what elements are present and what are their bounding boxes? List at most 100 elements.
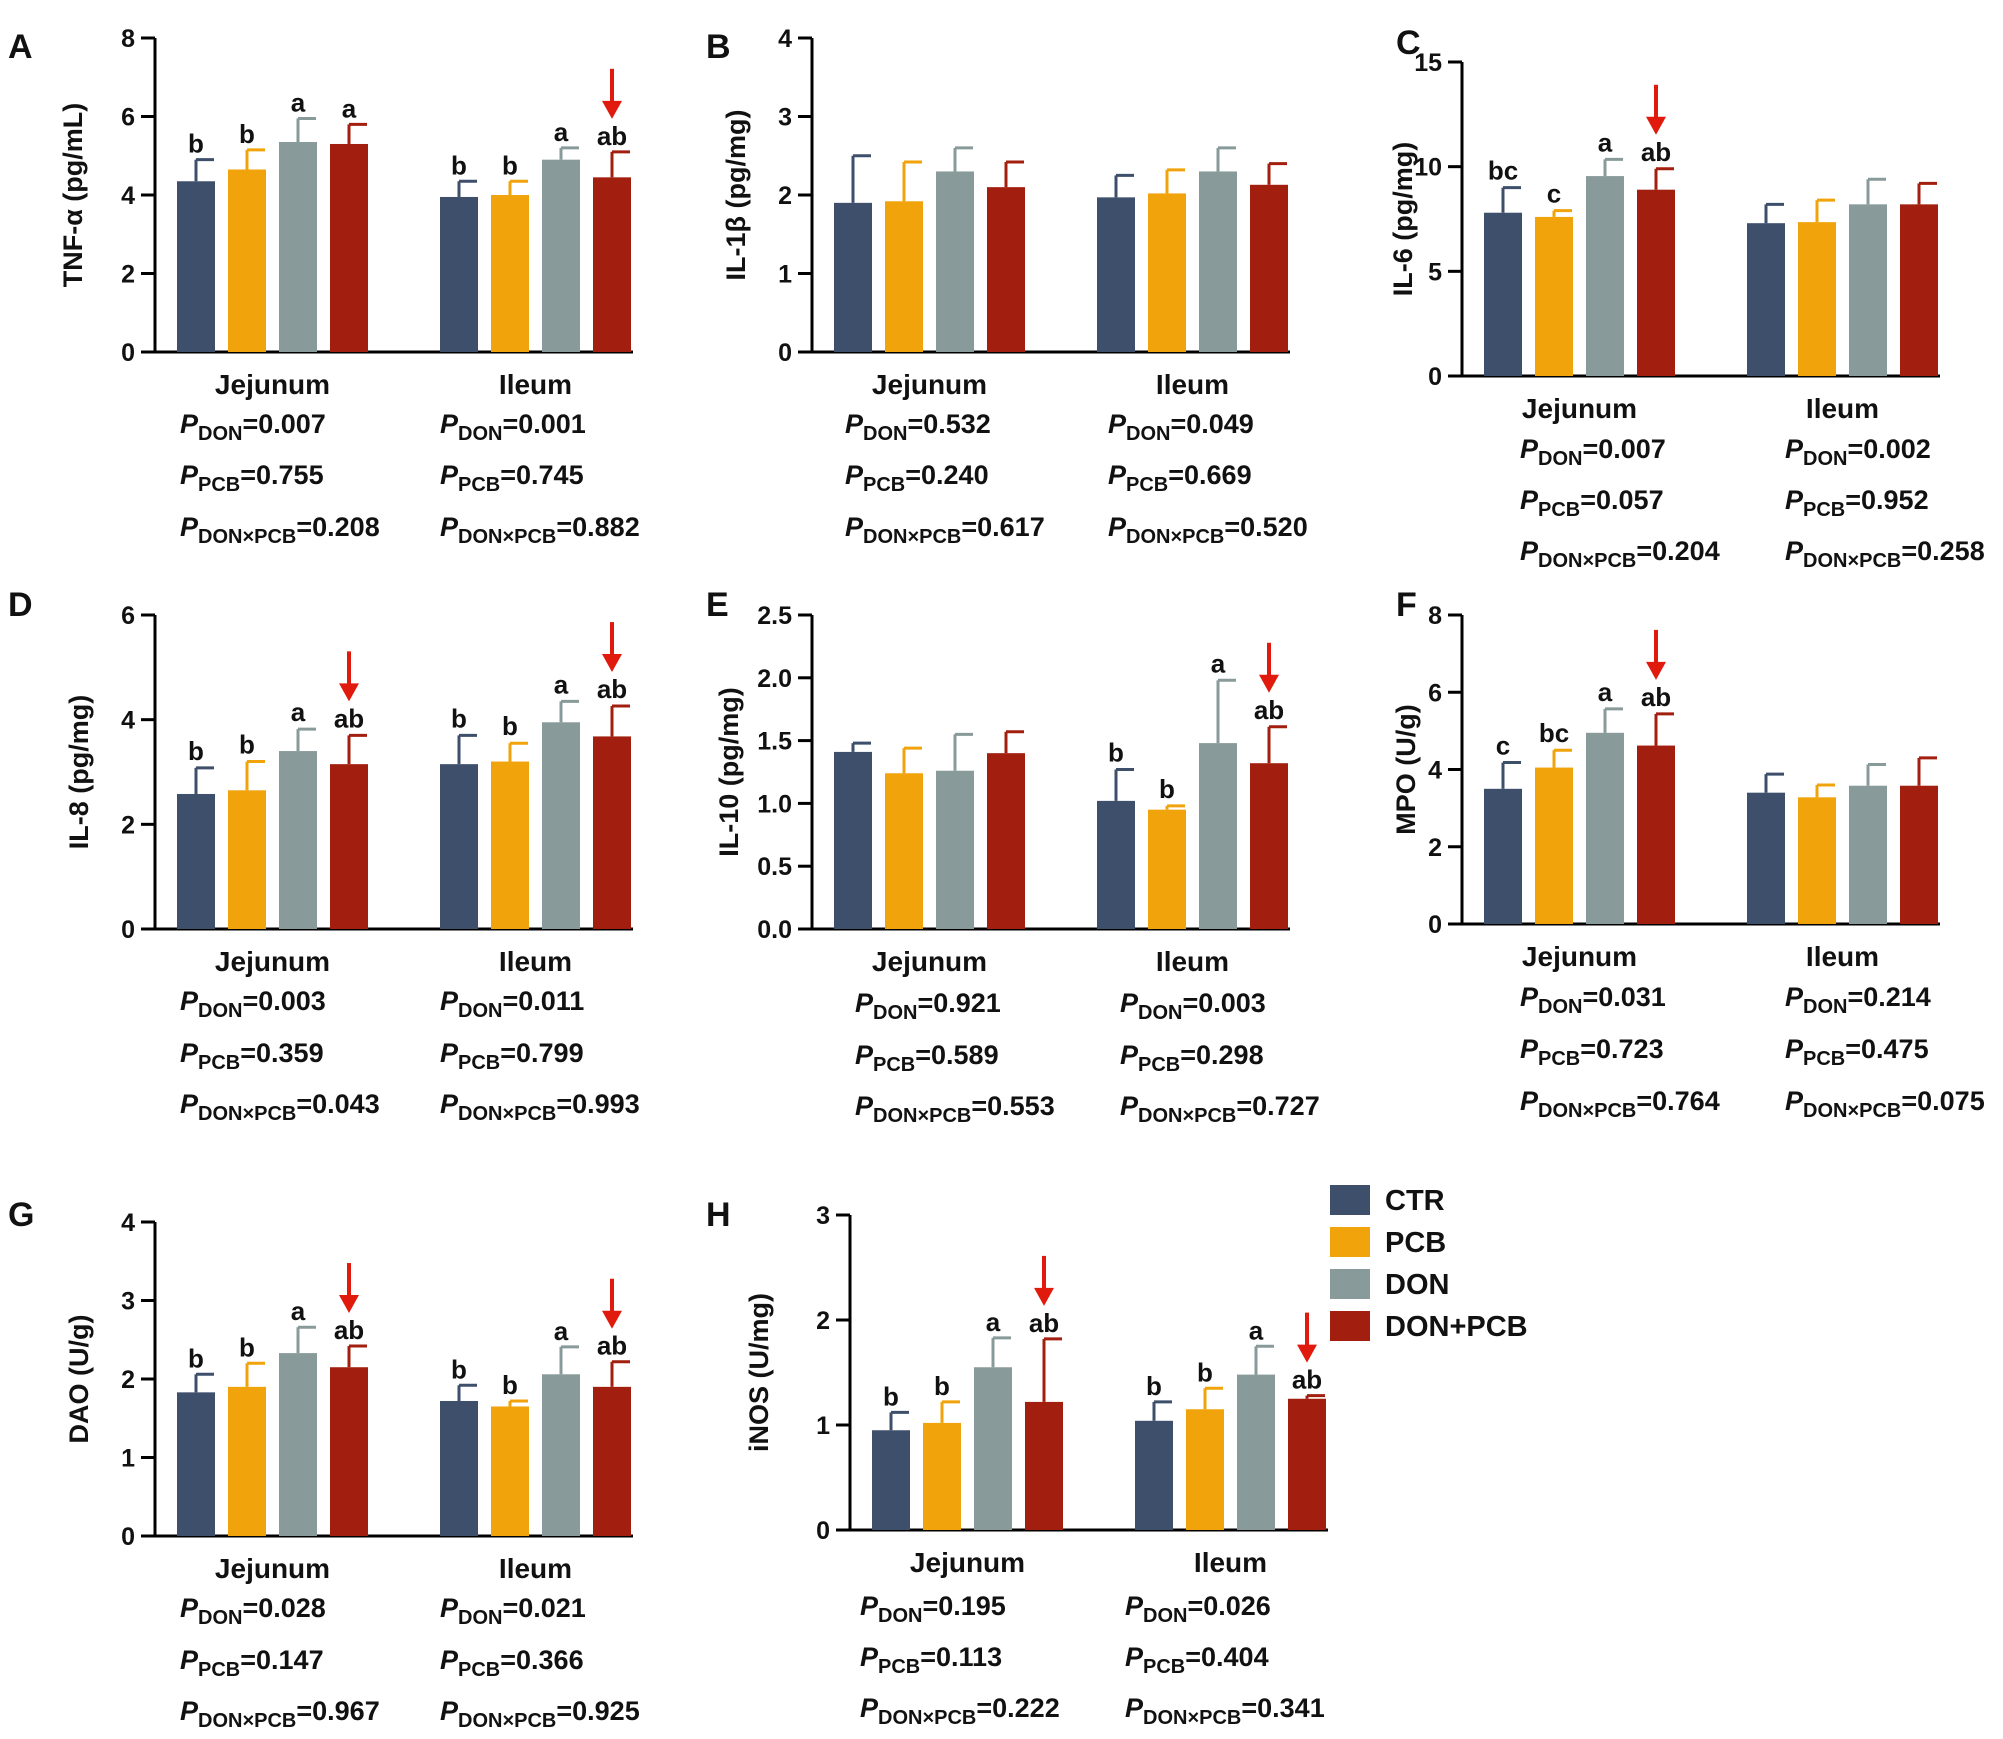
p-value-number: =0.043 <box>296 1089 379 1119</box>
p-value-int: PDON×PCB=0.341 <box>1125 1693 1325 1729</box>
p-value-number: =0.520 <box>1224 512 1307 542</box>
category-label: Jejunum <box>1522 393 1637 424</box>
significance-letter: b <box>1108 737 1124 767</box>
significance-letter: a <box>554 1316 569 1346</box>
significance-letter: b <box>451 1354 467 1384</box>
bar-pcb <box>923 1422 961 1530</box>
p-value-number: =0.003 <box>1182 988 1265 1018</box>
p-value-don: PDON=0.214 <box>1785 982 1931 1018</box>
significance-letter: ab <box>597 1331 627 1361</box>
bar-don <box>279 751 317 929</box>
p-value-int: PDON×PCB=0.075 <box>1785 1086 1985 1122</box>
panel-c: C 0 5 10 15 IL-6 (pg/mg) Jejunum bcc a ab PDON=0.0… <box>1388 24 1985 572</box>
p-value-int: PDON×PCB=0.258 <box>1785 536 1985 572</box>
p-value-don: PDON=0.001 <box>440 409 586 445</box>
p-value-number: =0.967 <box>296 1696 379 1726</box>
p-value-pcb: PPCB=0.298 <box>1120 1040 1264 1076</box>
panel-a: A 0 2 4 6 8 TNF-α (pg/mL) Jejunum b b a a PDON=0.007… <box>8 25 640 548</box>
red-arrow-icon <box>1034 1287 1054 1306</box>
bar-don-pcb <box>330 764 368 929</box>
legend-label: PCB <box>1385 1227 1446 1259</box>
category-label: Ileum <box>1156 946 1229 977</box>
p-value-pcb: PPCB=0.359 <box>180 1038 324 1074</box>
panel-label: G <box>8 1196 34 1234</box>
y-tick-label: 2 <box>1428 834 1442 862</box>
bar-pcb <box>491 761 529 929</box>
panel-label: F <box>1396 586 1417 624</box>
bar-pcb <box>228 169 266 352</box>
p-value-int: PDON×PCB=0.520 <box>1108 512 1308 548</box>
y-tick-label: 3 <box>778 104 792 132</box>
p-value-number: =0.764 <box>1636 1086 1719 1116</box>
bar-ctr <box>1135 1420 1173 1530</box>
bar-don-pcb <box>1250 763 1288 929</box>
p-value-pcb: PPCB=0.475 <box>1785 1034 1929 1070</box>
significance-letter: ab <box>1292 1365 1322 1395</box>
bar-ctr <box>834 202 872 352</box>
p-value-int: PDON×PCB=0.222 <box>860 1693 1060 1729</box>
y-tick-label: 2 <box>121 1366 135 1394</box>
p-value-number: =0.755 <box>240 460 323 490</box>
bar-don-pcb <box>330 143 368 352</box>
category-label: Ileum <box>1806 941 1879 972</box>
significance-letter: a <box>1598 127 1613 157</box>
p-value-don: PDON=0.031 <box>1520 982 1666 1018</box>
p-value-number: =0.021 <box>502 1593 585 1623</box>
p-value-number: =0.028 <box>242 1593 325 1623</box>
p-value-number: =0.341 <box>1241 1693 1324 1723</box>
p-value-pcb: PPCB=0.366 <box>440 1645 584 1681</box>
legend-label: DON <box>1385 1269 1449 1301</box>
p-value-number: =0.002 <box>1847 434 1930 464</box>
p-value-don: PDON=0.195 <box>860 1591 1006 1627</box>
p-value-number: =0.003 <box>242 986 325 1016</box>
p-value-number: =0.921 <box>917 988 1000 1018</box>
p-value-int: PDON×PCB=0.553 <box>855 1091 1055 1127</box>
bar-pcb <box>1798 222 1836 376</box>
bar-pcb <box>1148 193 1186 352</box>
bar-ctr <box>834 751 872 929</box>
p-value-number: =0.723 <box>1580 1034 1663 1064</box>
p-value-int: PDON×PCB=0.993 <box>440 1089 640 1125</box>
legend-swatch-don-pcb <box>1330 1311 1370 1341</box>
y-tick-label: 10 <box>1414 154 1442 182</box>
red-arrow-icon <box>602 654 622 673</box>
p-value-don: PDON=0.532 <box>845 409 991 445</box>
bar-don-pcb <box>1900 785 1938 924</box>
y-tick-label: 4 <box>1428 757 1442 785</box>
legend-swatch-ctr <box>1330 1185 1370 1215</box>
red-arrow-icon <box>1646 116 1666 135</box>
p-value-number: =0.208 <box>296 512 379 542</box>
p-value-number: =0.204 <box>1636 536 1719 566</box>
p-value-pcb: PPCB=0.799 <box>440 1038 584 1074</box>
bar-pcb <box>228 790 266 929</box>
significance-letter: c <box>1496 731 1510 761</box>
category-label: Jejunum <box>215 369 330 400</box>
y-tick-label: 3 <box>121 1288 135 1316</box>
significance-letter: bc <box>1539 718 1569 748</box>
significance-letter: a <box>554 669 569 699</box>
significance-letter: ab <box>1641 682 1671 712</box>
y-tick-label: 2 <box>778 182 792 210</box>
y-tick-label: 15 <box>1414 49 1442 77</box>
bar-don <box>542 159 580 352</box>
bar-ctr <box>440 764 478 929</box>
y-tick-label: 0 <box>121 916 135 944</box>
p-value-int: PDON×PCB=0.925 <box>440 1696 640 1732</box>
panel-label: B <box>706 28 731 66</box>
bar-don <box>936 171 974 352</box>
bar-don-pcb <box>1288 1398 1326 1530</box>
bar-don-pcb <box>1900 204 1938 376</box>
bar-don <box>542 1374 580 1536</box>
p-value-don: PDON=0.921 <box>855 988 1001 1024</box>
y-tick-label: 1 <box>778 261 792 289</box>
y-tick-label: 2 <box>121 811 135 839</box>
legend: CTR PCB DON DON+PCB <box>1330 1185 1528 1343</box>
red-arrow-icon <box>1297 1344 1317 1363</box>
bar-ctr <box>1484 788 1522 924</box>
p-value-number: =0.882 <box>556 512 639 542</box>
bar-don-pcb <box>593 1386 631 1536</box>
bar-ctr <box>177 1392 215 1536</box>
legend-swatch-don <box>1330 1269 1370 1299</box>
